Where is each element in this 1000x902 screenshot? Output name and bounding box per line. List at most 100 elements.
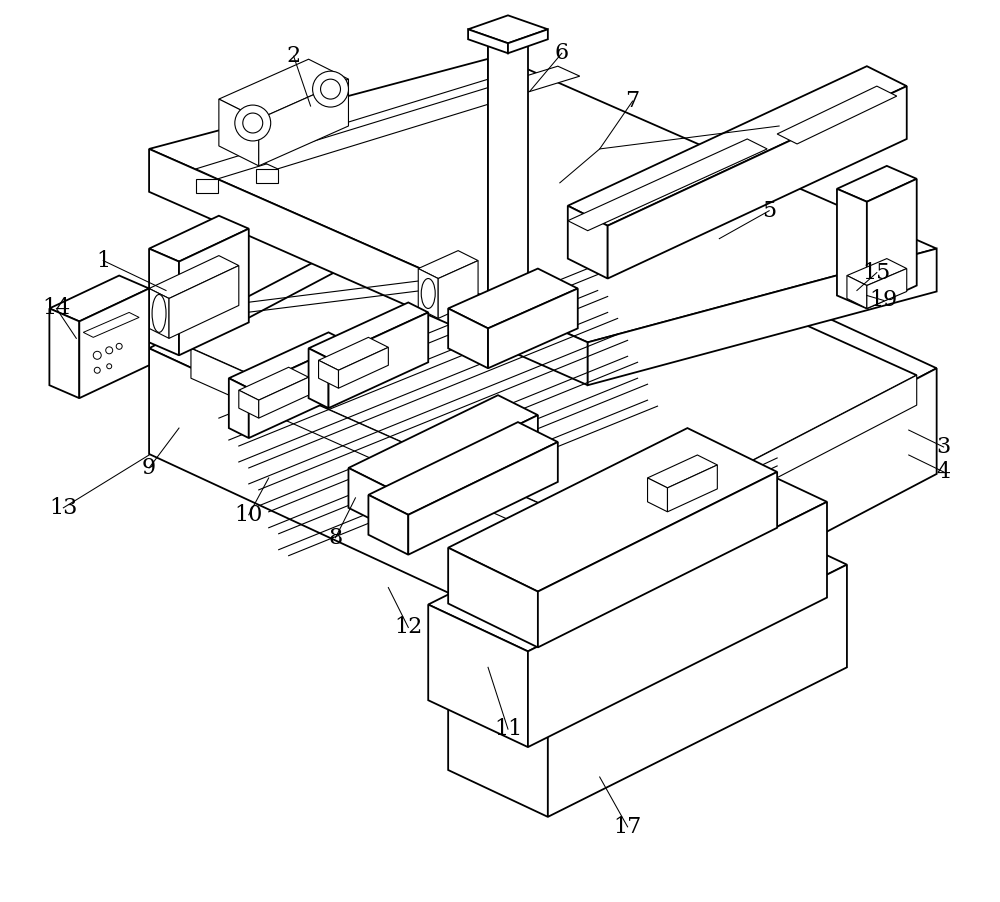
Ellipse shape (313, 71, 348, 107)
Polygon shape (428, 604, 528, 747)
Polygon shape (867, 179, 917, 308)
Circle shape (94, 367, 100, 373)
Polygon shape (256, 66, 580, 169)
Polygon shape (319, 337, 388, 370)
Text: 5: 5 (762, 199, 776, 222)
Polygon shape (847, 275, 867, 308)
Polygon shape (179, 229, 249, 355)
Polygon shape (169, 265, 239, 338)
Polygon shape (867, 269, 907, 308)
Text: 10: 10 (235, 504, 263, 526)
Polygon shape (548, 565, 847, 817)
Polygon shape (608, 86, 907, 279)
Polygon shape (448, 269, 578, 328)
Polygon shape (79, 289, 149, 398)
Circle shape (93, 351, 101, 359)
Polygon shape (508, 29, 548, 53)
Polygon shape (488, 29, 536, 33)
Polygon shape (448, 518, 847, 714)
Polygon shape (448, 548, 538, 648)
Text: 17: 17 (613, 815, 642, 838)
Polygon shape (528, 502, 827, 747)
Polygon shape (837, 189, 867, 308)
Polygon shape (568, 206, 608, 279)
Polygon shape (149, 348, 588, 658)
Polygon shape (408, 442, 558, 555)
Polygon shape (448, 667, 548, 817)
Polygon shape (329, 312, 428, 408)
Polygon shape (488, 289, 578, 368)
Ellipse shape (243, 113, 263, 133)
Polygon shape (368, 422, 558, 515)
Polygon shape (149, 56, 937, 343)
Text: 11: 11 (494, 718, 522, 741)
Polygon shape (259, 79, 348, 166)
Polygon shape (319, 360, 338, 388)
Polygon shape (149, 289, 169, 338)
Polygon shape (777, 86, 897, 144)
Polygon shape (149, 255, 239, 299)
Text: 12: 12 (394, 616, 422, 639)
Polygon shape (259, 377, 309, 419)
Polygon shape (568, 66, 907, 226)
Polygon shape (309, 302, 428, 358)
Polygon shape (338, 347, 388, 388)
Text: 8: 8 (328, 527, 343, 548)
Polygon shape (488, 29, 496, 345)
Polygon shape (648, 455, 717, 488)
Circle shape (107, 364, 112, 369)
Polygon shape (348, 468, 388, 528)
Polygon shape (418, 269, 438, 318)
Text: 13: 13 (49, 497, 78, 519)
Ellipse shape (152, 294, 166, 332)
Polygon shape (428, 455, 827, 651)
Ellipse shape (235, 105, 271, 141)
Polygon shape (468, 15, 548, 43)
Polygon shape (667, 465, 717, 511)
Ellipse shape (321, 79, 340, 99)
Polygon shape (448, 428, 777, 592)
Polygon shape (348, 395, 538, 488)
Polygon shape (149, 216, 249, 262)
Text: 6: 6 (555, 42, 569, 64)
Polygon shape (219, 60, 348, 119)
Ellipse shape (421, 279, 435, 308)
Polygon shape (588, 368, 937, 658)
Polygon shape (568, 139, 767, 231)
Text: 3: 3 (937, 436, 951, 458)
Polygon shape (418, 251, 478, 279)
Circle shape (116, 344, 122, 349)
Text: 9: 9 (142, 457, 156, 479)
Polygon shape (468, 29, 508, 53)
Polygon shape (219, 99, 259, 166)
Polygon shape (149, 249, 179, 355)
Text: 2: 2 (287, 45, 301, 68)
Polygon shape (256, 169, 278, 183)
Polygon shape (309, 348, 329, 408)
Text: 7: 7 (626, 90, 640, 112)
Polygon shape (837, 166, 917, 202)
Polygon shape (239, 391, 259, 419)
Polygon shape (588, 249, 937, 385)
Text: 4: 4 (937, 461, 951, 483)
Polygon shape (191, 186, 917, 535)
Polygon shape (648, 478, 667, 511)
Polygon shape (196, 179, 218, 193)
Polygon shape (368, 495, 408, 555)
Polygon shape (610, 375, 917, 565)
Text: 15: 15 (863, 262, 891, 283)
Text: 19: 19 (870, 290, 898, 311)
Polygon shape (388, 415, 538, 528)
Polygon shape (847, 259, 907, 286)
Polygon shape (83, 312, 139, 337)
Polygon shape (538, 472, 777, 648)
Polygon shape (448, 308, 488, 368)
Polygon shape (438, 261, 478, 318)
Polygon shape (249, 343, 348, 438)
Polygon shape (191, 348, 610, 565)
Circle shape (106, 347, 113, 354)
Polygon shape (49, 275, 149, 321)
Polygon shape (149, 149, 588, 385)
Polygon shape (229, 332, 348, 388)
Polygon shape (239, 367, 309, 400)
